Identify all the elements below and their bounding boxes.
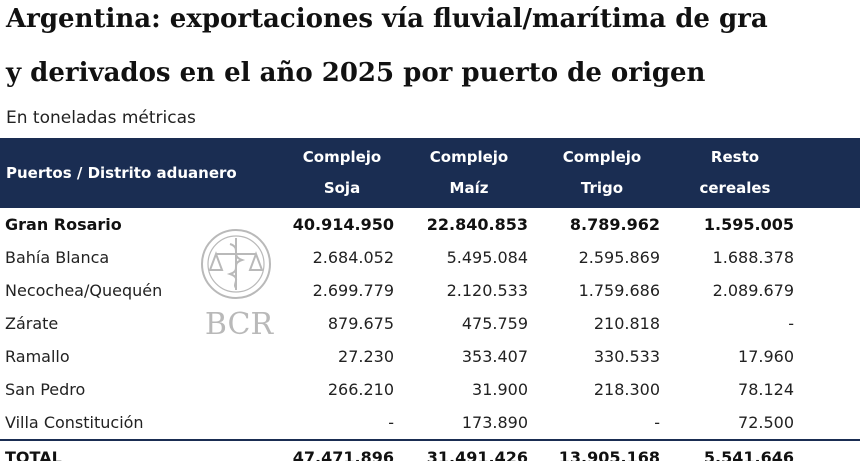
- table-row: Ramallo 27.230 353.407 330.533 17.960: [0, 340, 860, 373]
- value-cell: [802, 307, 860, 340]
- value-cell: 27.230: [338, 347, 394, 366]
- column-header: Puertos / Distrito aduanero: [0, 138, 282, 208]
- column-header-text: Soja: [323, 179, 361, 197]
- port-name-cell: TOTAL: [0, 439, 282, 461]
- column-header: Resto cereales: [668, 138, 802, 208]
- column-header-text: cereales: [699, 179, 771, 197]
- value-cell: 330.533: [593, 347, 660, 366]
- chart-title-line-1: Argentina: exportaciones vía fluvial/mar…: [6, 4, 768, 34]
- column-header-text: Trigo: [580, 179, 624, 197]
- column-header-text: Puertos / Distrito aduanero: [6, 164, 237, 182]
- value-cell: 2.595.869: [578, 248, 660, 267]
- port-name-cell: Villa Constitución: [5, 413, 144, 432]
- value-cell: 475.759: [461, 314, 528, 333]
- value-cell: 353.407: [461, 347, 528, 366]
- column-header-text: Resto: [710, 148, 760, 166]
- value-cell: -: [788, 314, 794, 333]
- port-name-cell: San Pedro: [5, 380, 86, 399]
- value-cell: 1.595.005: [703, 215, 794, 234]
- value-cell: [802, 241, 860, 274]
- value-cell: 879.675: [327, 314, 394, 333]
- value-cell: 31.900: [472, 380, 528, 399]
- value-cell: 72.500: [738, 413, 794, 432]
- port-name-cell: Gran Rosario: [5, 215, 122, 234]
- column-header: Complejo Trigo: [536, 138, 668, 208]
- value-cell: 210.818: [593, 314, 660, 333]
- table-row: San Pedro 266.210 31.900 218.300 78.124: [0, 373, 860, 406]
- value-cell: 8.789.962: [569, 215, 660, 234]
- value-cell: 31.491.426: [402, 439, 536, 461]
- column-header: ROlea: [802, 138, 860, 208]
- value-cell: 13.905.168: [536, 439, 668, 461]
- chart-subtitle: En toneladas métricas: [6, 108, 196, 128]
- value-cell: 47.471.896: [282, 439, 402, 461]
- column-header-text: Complejo: [429, 148, 509, 166]
- table-row: TOTAL 47.471.896 31.491.426 13.905.168 5.541…: [0, 439, 860, 461]
- column-header-text: Complejo: [562, 148, 642, 166]
- value-cell: 22.840.853: [426, 215, 528, 234]
- value-cell: 2.120.533: [446, 281, 528, 300]
- table-body: Gran Rosario 40.914.950 22.840.853 8.789.96…: [0, 208, 860, 461]
- value-cell: [802, 373, 860, 406]
- port-name-cell: Bahía Blanca: [5, 248, 110, 267]
- value-cell: 1.759.686: [578, 281, 660, 300]
- value-cell: -: [654, 413, 660, 432]
- value-cell: 1: [802, 208, 860, 241]
- value-cell: 173.890: [461, 413, 528, 432]
- value-cell: [802, 340, 860, 373]
- value-cell: 5.541.646: [668, 439, 802, 461]
- exports-table: Puertos / Distrito aduanero Complejo Soja C…: [0, 138, 860, 461]
- port-name-cell: Zárate: [5, 314, 59, 333]
- table-row: Bahía Blanca 2.684.052 5.495.084 2.595.869 1…: [0, 241, 860, 274]
- value-cell: 2.089.679: [712, 281, 794, 300]
- value-cell: 2.684.052: [312, 248, 394, 267]
- column-header-text: Maíz: [449, 179, 489, 197]
- column-header-text: Complejo: [302, 148, 382, 166]
- chart-title-line-2: y derivados en el año 2025 por puerto de…: [6, 58, 706, 88]
- table-header-row: Puertos / Distrito aduanero Complejo Soja C…: [0, 138, 860, 208]
- value-cell: -: [388, 413, 394, 432]
- port-name-cell: Ramallo: [5, 347, 70, 366]
- table-row: Necochea/Quequén 2.699.779 2.120.533 1.759.…: [0, 274, 860, 307]
- value-cell: [802, 406, 860, 440]
- column-header: Complejo Soja: [282, 138, 402, 208]
- value-cell: 17.960: [738, 347, 794, 366]
- value-cell: 78.124: [738, 380, 794, 399]
- value-cell: 1.688.378: [712, 248, 794, 267]
- value-cell: 2.699.779: [312, 281, 394, 300]
- port-name-cell: Necochea/Quequén: [5, 281, 163, 300]
- value-cell: 5.495.084: [446, 248, 528, 267]
- value-cell: 266.210: [327, 380, 394, 399]
- value-cell: [802, 274, 860, 307]
- column-header: Complejo Maíz: [402, 138, 536, 208]
- value-cell: 40.914.950: [292, 215, 394, 234]
- table-row: Zárate 879.675 475.759 210.818 -: [0, 307, 860, 340]
- exports-table-container: Puertos / Distrito aduanero Complejo Soja C…: [0, 138, 860, 461]
- table-row: Gran Rosario 40.914.950 22.840.853 8.789.96…: [0, 208, 860, 241]
- value-cell: 2: [802, 439, 860, 461]
- value-cell: 218.300: [593, 380, 660, 399]
- table-row: Villa Constitución - 173.890 - 72.500: [0, 406, 860, 440]
